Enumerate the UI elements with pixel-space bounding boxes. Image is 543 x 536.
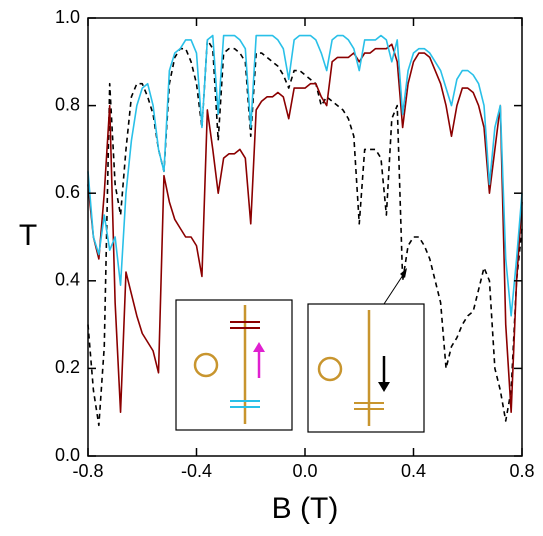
inset-arrowhead	[253, 342, 265, 352]
plot-area	[87, 34, 523, 427]
y-tick-label: 0.2	[55, 357, 80, 377]
y-tick-label: 0.6	[55, 182, 80, 202]
inset-arrowhead	[378, 382, 390, 392]
x-tick-label: -0.8	[72, 461, 103, 481]
inset-up	[175, 299, 293, 431]
inset-box	[175, 299, 293, 431]
y-tick-label: 0.8	[55, 94, 80, 114]
y-tick-label: 1.0	[55, 7, 80, 27]
x-axis-label: B (T)	[272, 492, 339, 525]
pointer-line	[383, 271, 406, 305]
plot-frame	[87, 17, 523, 457]
y-tick-label: 0.4	[55, 270, 80, 290]
inset-circle	[193, 352, 219, 378]
x-tick-label: 0.4	[401, 461, 426, 481]
series-line	[87, 39, 523, 427]
x-tick-label: 0.0	[292, 461, 317, 481]
inset-circle	[317, 356, 343, 382]
inset-down	[307, 303, 425, 433]
x-tick-label: 0.8	[509, 461, 534, 481]
series-line	[87, 43, 523, 414]
x-tick-label: -0.4	[181, 461, 212, 481]
inset-box	[307, 303, 425, 433]
series-line	[87, 34, 523, 317]
y-axis-label: T	[19, 219, 37, 252]
pointer-head	[400, 268, 407, 278]
y-tick-label: 0.0	[55, 445, 80, 465]
